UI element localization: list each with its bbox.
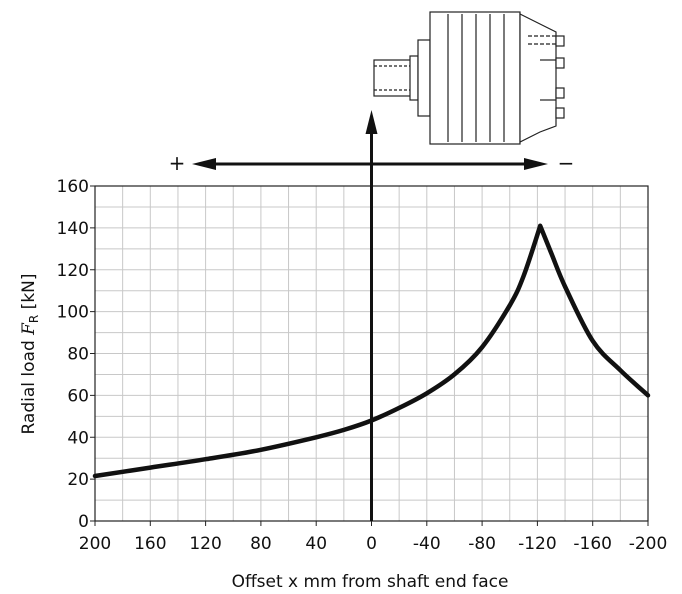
y-axis-title-subscript: R [27,315,41,323]
arrow-head-minus [524,158,548,170]
y-tick-label: 40 [67,428,89,448]
y-tick-labels: 0 20 40 60 80 100 120 140 160 [57,177,95,532]
motor-end-cover [519,13,557,143]
y-axis-title: Radial load FR [kN] [19,273,41,434]
x-tick-label: 120 [189,534,221,554]
port-fitting-3 [555,87,565,99]
load-arrow-head-up [365,110,378,134]
motor-illustration [373,11,565,145]
arrow-head-plus [192,158,216,170]
direction-plus-label: + [169,151,186,175]
x-tick-label: 0 [366,534,377,554]
x-tick-label: -120 [518,534,557,554]
y-axis-title-unit: [kN] [19,273,39,314]
motor-housing [429,11,521,145]
x-tick-label: -160 [573,534,612,554]
x-tick-label: -200 [629,534,668,554]
port-fitting-1 [555,35,565,47]
y-tick-label: 160 [57,177,89,197]
mounting-flange [417,39,431,117]
y-tick-label: 60 [67,386,89,406]
y-axis-title-main: Radial load [19,335,39,435]
y-tick-label: 20 [67,470,89,490]
y-tick-label: 80 [67,345,89,365]
x-tick-label: -40 [413,534,441,554]
y-tick-label: 140 [57,219,89,239]
y-tick-label: 0 [78,512,89,532]
x-tick-label: 160 [134,534,166,554]
shaft-collar [409,55,419,101]
x-tick-labels: 200 160 120 80 40 0 -40 -80 -120 -160 -200 [79,521,668,554]
port-fitting-4 [555,107,565,119]
x-tick-label: -80 [468,534,496,554]
port-fitting-2 [555,57,565,69]
y-tick-label: 120 [57,261,89,281]
y-axis-title-symbol: F [19,322,39,336]
x-axis-title: Offset x mm from shaft end face [232,572,509,592]
x-tick-label: 80 [250,534,272,554]
y-tick-label: 100 [57,303,89,323]
x-tick-label: 40 [305,534,327,554]
direction-minus-label: − [558,151,575,175]
x-tick-label: 200 [79,534,111,554]
direction-arrows [192,110,548,521]
